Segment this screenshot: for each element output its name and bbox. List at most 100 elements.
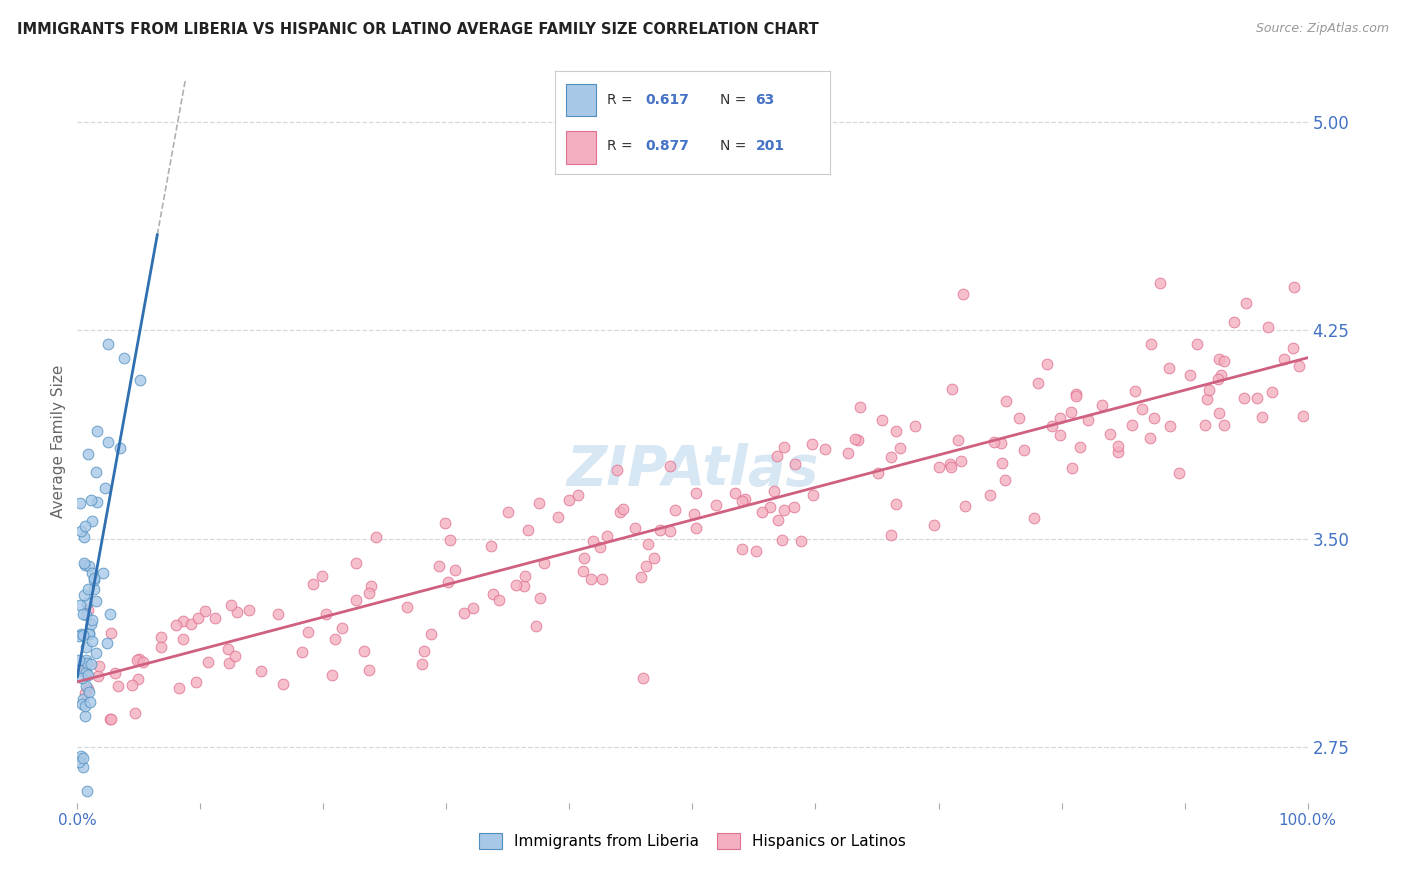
Point: [271, 677, 294, 691]
Point: [72, 698, 94, 712]
Point: [1149, 276, 1171, 290]
Point: [1143, 411, 1166, 425]
Bar: [567, 131, 596, 163]
Point: [419, 627, 441, 641]
Point: [884, 497, 907, 511]
Point: [496, 505, 519, 519]
Point: [453, 606, 475, 620]
Point: [80, 492, 103, 507]
Point: [995, 393, 1018, 408]
Point: [75, 686, 97, 700]
Point: [1107, 444, 1129, 458]
Point: [730, 541, 752, 556]
Point: [582, 534, 605, 549]
Point: [1049, 428, 1071, 442]
Point: [658, 458, 681, 473]
Point: [77, 447, 100, 461]
Text: ZIPAtlas: ZIPAtlas: [567, 443, 818, 498]
Point: [1213, 418, 1236, 433]
Point: [434, 516, 457, 531]
Point: [219, 598, 242, 612]
Point: [1040, 418, 1063, 433]
Point: [1159, 360, 1181, 375]
Point: [311, 568, 333, 582]
Point: [75, 640, 97, 654]
Point: [1008, 411, 1031, 425]
Point: [1066, 389, 1088, 403]
Point: [1234, 295, 1257, 310]
Point: [184, 674, 207, 689]
Point: [72, 628, 94, 642]
Point: [751, 505, 773, 519]
Bar: [567, 84, 596, 117]
Point: [558, 493, 581, 508]
Point: [682, 507, 704, 521]
Point: [353, 643, 375, 657]
Point: [938, 457, 960, 471]
Point: [844, 432, 866, 446]
Point: [330, 621, 353, 635]
Point: [814, 442, 837, 457]
Point: [69, 496, 91, 510]
Point: [72, 751, 94, 765]
Point: [1139, 431, 1161, 445]
Point: [889, 441, 911, 455]
Point: [685, 485, 707, 500]
Point: [517, 523, 540, 537]
Point: [1288, 359, 1310, 374]
Point: [773, 440, 796, 454]
Point: [112, 351, 135, 366]
Point: [731, 494, 754, 508]
Point: [86, 424, 108, 438]
Point: [479, 539, 502, 553]
Point: [463, 601, 485, 615]
Point: [77, 627, 100, 641]
Point: [572, 565, 595, 579]
Point: [1246, 392, 1268, 406]
Point: [1121, 418, 1143, 433]
Point: [1194, 418, 1216, 433]
Point: [547, 510, 569, 524]
Point: [96, 636, 118, 650]
Text: IMMIGRANTS FROM LIBERIA VS HISPANIC OR LATINO AVERAGE FAMILY SIZE CORRELATION CH: IMMIGRANTS FROM LIBERIA VS HISPANIC OR L…: [17, 22, 818, 37]
Point: [1223, 315, 1246, 329]
Point: [83, 571, 105, 585]
Point: [437, 574, 460, 589]
Point: [612, 502, 634, 516]
Point: [76, 681, 98, 696]
Point: [1159, 418, 1181, 433]
Point: [97, 434, 120, 449]
Point: [291, 645, 314, 659]
Point: [75, 519, 97, 533]
Point: [704, 499, 727, 513]
Point: [70, 627, 93, 641]
Text: 201: 201: [755, 139, 785, 153]
Point: [86, 593, 108, 607]
Point: [77, 685, 100, 699]
Point: [1060, 405, 1083, 419]
Point: [574, 550, 596, 565]
Point: [180, 616, 202, 631]
Point: [76, 668, 98, 682]
Point: [801, 488, 824, 502]
Point: [72, 607, 94, 621]
Point: [758, 500, 780, 514]
Point: [100, 607, 122, 621]
Point: [770, 533, 793, 548]
Point: [172, 632, 194, 647]
Point: [658, 524, 681, 538]
Point: [884, 424, 907, 438]
Point: [172, 614, 194, 628]
Point: [238, 603, 260, 617]
Point: [75, 679, 97, 693]
Point: [72, 759, 94, 773]
Text: 0.877: 0.877: [645, 139, 690, 153]
Point: [125, 653, 148, 667]
Point: [72, 691, 94, 706]
Point: [1208, 352, 1230, 367]
Point: [1282, 341, 1305, 355]
Point: [444, 563, 467, 577]
Point: [97, 337, 120, 351]
Point: [1077, 413, 1099, 427]
Point: [75, 667, 97, 681]
